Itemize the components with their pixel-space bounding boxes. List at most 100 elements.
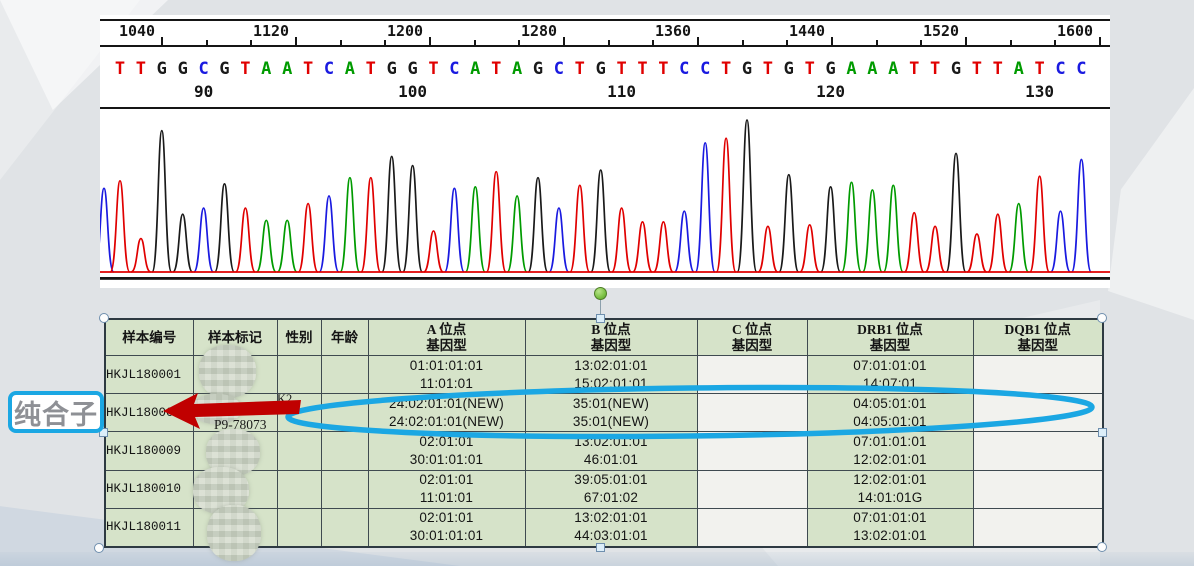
base-letter: G xyxy=(950,59,962,79)
header-locus-c: C 位点 基因型 xyxy=(696,318,808,356)
rotate-handle[interactable] xyxy=(594,287,607,300)
locus-b-genotype: 13:02:01:01 46:01:01 xyxy=(524,431,698,471)
header-age: 年龄 xyxy=(320,318,369,356)
rotate-handle-connector xyxy=(600,300,601,314)
base-letter: T xyxy=(971,59,983,79)
locus-a-genotype: 02:01:01 30:01:01:01 xyxy=(367,507,526,548)
base-letter: T xyxy=(1034,59,1045,79)
locus-b-genotype: 39:05:01:01 67:01:02 xyxy=(524,469,698,509)
base-letter: C xyxy=(323,59,335,79)
redaction-blob xyxy=(199,345,256,398)
locus-b-genotype: 35:01(NEW) 35:01(NEW) xyxy=(524,393,698,433)
ruler-label: 1360 xyxy=(654,22,692,40)
age-cell xyxy=(320,507,369,548)
locus-c-genotype xyxy=(696,393,808,433)
base-letter: T xyxy=(428,59,439,79)
sex-cell xyxy=(276,354,322,395)
table-row: HKJL180011 02:01:01 30:01:01:01 13:02:01:… xyxy=(104,507,1104,548)
base-letter: A xyxy=(470,59,481,79)
base-letter: G xyxy=(219,59,230,79)
ruler-label: 1440 xyxy=(788,22,826,40)
base-letter: A xyxy=(261,59,272,79)
trace-plot xyxy=(100,119,1110,280)
base-letter: T xyxy=(240,59,251,79)
base-letter: T xyxy=(658,59,669,79)
sex-cell xyxy=(276,469,322,509)
locus-b-genotype: 13:02:01:01 44:03:01:01 xyxy=(524,507,698,548)
sample-id: HKJL18000 xyxy=(104,393,194,433)
resize-handle-bottom-left[interactable] xyxy=(94,543,104,553)
sample-label-fragment: K2 xyxy=(277,392,293,406)
base-letter: T xyxy=(574,59,585,79)
base-letter: T xyxy=(929,59,941,79)
base-letter: T xyxy=(762,59,774,79)
base-letter: A xyxy=(1013,59,1024,79)
resize-handle-top[interactable] xyxy=(596,314,605,323)
resize-handle-top-right[interactable] xyxy=(1097,313,1107,323)
resize-handle-top-left[interactable] xyxy=(99,313,109,323)
base-letter: C xyxy=(700,59,711,79)
base-letter: C xyxy=(1076,59,1087,79)
position-number: 120 xyxy=(816,82,846,101)
age-cell xyxy=(320,431,369,471)
ruler-bottom-line xyxy=(100,45,1110,47)
header-locus-dqb1: DQB1 位点 基因型 xyxy=(972,318,1104,356)
ruler-label: 1040 xyxy=(118,22,156,40)
homozygote-callout[interactable]: 纯合子 xyxy=(8,391,104,433)
base-letter: T xyxy=(365,59,376,79)
locus-drb1-genotype: 07:01:01:01 13:02:01:01 xyxy=(806,507,974,548)
base-letter: G xyxy=(156,59,167,79)
age-cell xyxy=(320,469,369,509)
header-sex: 性别 xyxy=(276,318,322,356)
position-number: 100 xyxy=(398,82,428,101)
locus-a-genotype: 02:01:01 30:01:01:01 xyxy=(367,431,526,471)
table-row: HKJL180010 02:01:01 11:01:01 39:05:01:01 6… xyxy=(104,469,1104,509)
resize-handle-right[interactable] xyxy=(1098,428,1107,437)
base-letter: T xyxy=(302,59,314,79)
base-letter: T xyxy=(135,59,147,79)
base-letter: C xyxy=(553,59,565,79)
locus-drb1-genotype: 07:01:01:01 14:07:01 xyxy=(806,354,974,395)
bg-facet xyxy=(1108,88,1194,320)
header-locus-b: B 位点 基因型 xyxy=(524,318,698,356)
ruler-label: 1280 xyxy=(520,22,558,40)
base-letter: T xyxy=(804,59,815,79)
base-letter: A xyxy=(888,59,899,79)
base-letter: G xyxy=(595,59,606,79)
locus-c-genotype xyxy=(696,354,808,395)
sample-id: HKJL180009 xyxy=(104,431,194,471)
age-cell xyxy=(320,393,369,433)
ruler-label: 1200 xyxy=(386,22,424,40)
base-letter: G xyxy=(386,59,397,79)
base-letter: G xyxy=(177,59,188,79)
sequence-position-numbers: 90 100 110 120 130 xyxy=(100,82,1110,102)
base-letter: A xyxy=(344,59,356,79)
sample-id: HKJL180011 xyxy=(104,507,194,548)
base-letter: G xyxy=(741,59,753,79)
base-letter: T xyxy=(616,59,627,79)
base-letter: T xyxy=(491,59,502,79)
sex-cell xyxy=(276,507,322,548)
locus-dqb1-genotype xyxy=(972,431,1104,471)
sample-id: HKJL180001 xyxy=(104,354,194,395)
base-letter: G xyxy=(532,59,544,79)
resize-handle-bottom[interactable] xyxy=(596,543,605,552)
base-letter: C xyxy=(449,59,460,79)
base-letter: C xyxy=(679,59,690,79)
resize-handle-left[interactable] xyxy=(99,428,108,437)
homozygote-label: 纯合子 xyxy=(14,399,98,430)
base-letter: T xyxy=(114,59,126,79)
sequence-separator-line xyxy=(100,107,1110,109)
ruler-label: 1120 xyxy=(252,22,290,40)
locus-dqb1-genotype xyxy=(972,469,1104,509)
resize-handle-bottom-right[interactable] xyxy=(1097,542,1107,552)
locus-b-genotype: 13:02:01:01 15:02:01:01 xyxy=(524,354,698,395)
locus-a-genotype: 02:01:01 11:01:01 xyxy=(367,469,526,509)
ruler-top-line xyxy=(100,19,1110,21)
bg-facet xyxy=(0,552,1194,566)
locus-a-genotype: 01:01:01:01 11:01:01 xyxy=(367,354,526,395)
base-letter: A xyxy=(846,59,857,79)
locus-dqb1-genotype xyxy=(972,354,1104,395)
age-cell xyxy=(320,354,369,395)
